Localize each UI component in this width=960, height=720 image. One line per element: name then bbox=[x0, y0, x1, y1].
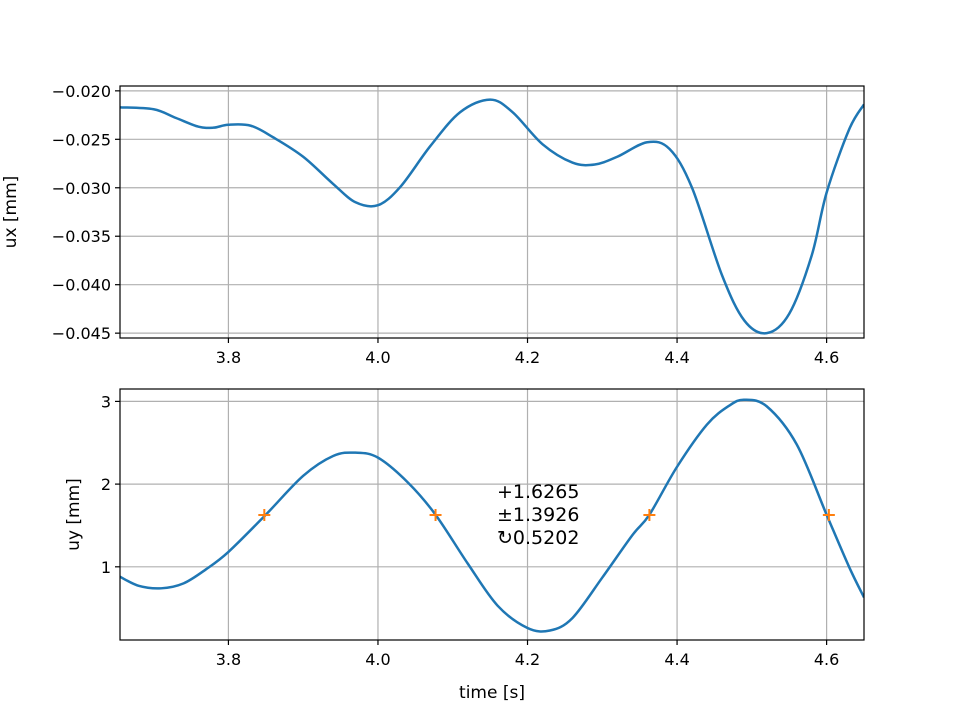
uy-marker-3 bbox=[822, 508, 835, 521]
uy-plot: 3.8 4.0 4.2 4.4 4.6 1 2 3 uy [mm] time [s] +1.6265… bbox=[64, 388, 865, 703]
uy-marker-1 bbox=[429, 508, 442, 521]
ux-y-tick-label-4: −0.025 bbox=[52, 130, 111, 149]
uy-annotation-line-2: ↻0.5202 bbox=[497, 527, 579, 549]
uy-x-tick-label-4: 4.6 bbox=[814, 650, 839, 669]
uy-x-tick-label-1: 4.0 bbox=[365, 650, 390, 669]
uy-x-tick-label-2: 4.2 bbox=[515, 650, 540, 669]
ux-y-tick-label-5: −0.020 bbox=[52, 82, 111, 101]
uy-y-tick-label-0: 1 bbox=[101, 558, 111, 577]
uy-x-axis-label: time [s] bbox=[459, 683, 525, 703]
uy-annotation-line-0: +1.6265 bbox=[497, 481, 579, 503]
uy-x-tick-label-3: 4.4 bbox=[664, 650, 689, 669]
ux-series-line bbox=[120, 98, 864, 335]
ux-y-tick-label-3: −0.030 bbox=[52, 179, 111, 198]
uy-marker-2 bbox=[643, 508, 656, 521]
uy-annotation-line-1: ±1.3926 bbox=[497, 504, 579, 526]
ux-x-tick-label-4: 4.6 bbox=[814, 348, 839, 367]
uy-y-tick-label-1: 2 bbox=[101, 475, 111, 494]
ux-axes-frame bbox=[119, 85, 865, 339]
uy-y-tick-label-2: 3 bbox=[101, 392, 111, 411]
ux-y-tick-label-0: −0.045 bbox=[52, 324, 111, 343]
uy-axes-frame bbox=[119, 388, 865, 641]
uy-y-axis-label: uy [mm] bbox=[64, 478, 84, 551]
uy-marker-0 bbox=[258, 508, 271, 521]
uy-x-tick-label-0: 3.8 bbox=[216, 650, 241, 669]
ux-x-tick-label-1: 4.0 bbox=[365, 348, 390, 367]
ux-x-tick-label-2: 4.2 bbox=[515, 348, 540, 367]
ux-y-tick-label-2: −0.035 bbox=[52, 227, 111, 246]
ux-x-tick-label-3: 4.4 bbox=[664, 348, 689, 367]
uy-series-line bbox=[120, 398, 864, 633]
ux-y-axis-label: ux [mm] bbox=[1, 176, 21, 249]
ux-x-tick-label-0: 3.8 bbox=[216, 348, 241, 367]
ux-plot: 3.8 4.0 4.2 4.4 4.6 −0.045 −0.040 −0.035 −0.030 −… bbox=[1, 82, 865, 367]
ux-y-tick-label-1: −0.040 bbox=[52, 276, 111, 295]
